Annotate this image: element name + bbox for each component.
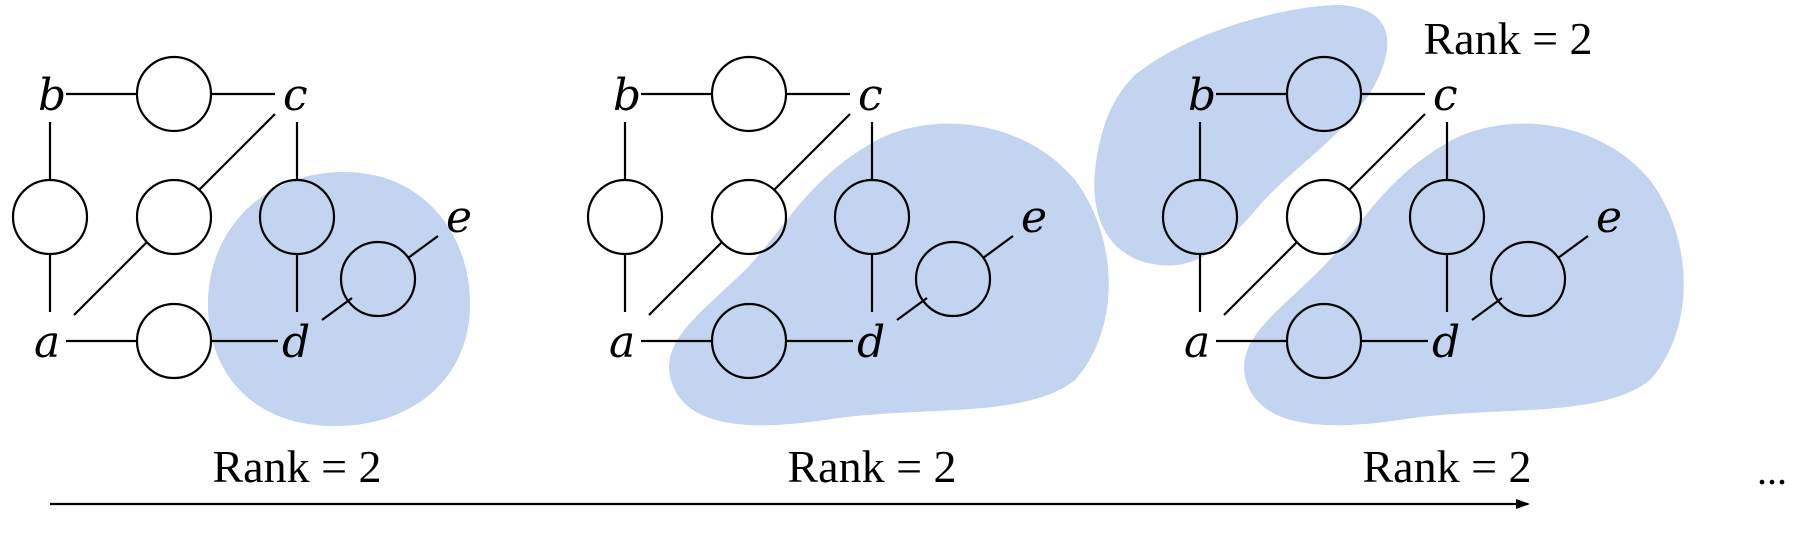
nodes xyxy=(1161,55,1567,380)
vertex-label-b: b xyxy=(1188,70,1216,121)
node xyxy=(833,178,911,256)
rank-label-panel-3-top: Rank = 2 xyxy=(1423,13,1592,64)
highlight-blob-panel2 xyxy=(669,123,1109,426)
node xyxy=(710,55,788,133)
highlight-blob-panel1 xyxy=(207,171,471,427)
node xyxy=(1489,240,1567,318)
node xyxy=(914,240,992,318)
node xyxy=(135,178,213,256)
vertex-label-e: e xyxy=(446,192,472,243)
edges xyxy=(1198,92,1589,343)
vertex-label-d: d xyxy=(282,317,310,368)
vertex-label-a: a xyxy=(1184,317,1210,368)
graph-panel-3: b c a d e Rank = 2 Rank = 2 xyxy=(1161,13,1622,492)
edges xyxy=(48,92,439,343)
vertex-label-e: e xyxy=(1596,192,1622,243)
node xyxy=(339,240,417,318)
node xyxy=(258,178,336,256)
ellipsis: ... xyxy=(1757,448,1787,493)
graph-panel-2: b c a d e Rank = 2 xyxy=(586,55,1047,492)
rank-label-panel-3: Rank = 2 xyxy=(1362,441,1531,492)
vertex-label-a: a xyxy=(34,317,60,368)
nodes xyxy=(11,55,417,380)
node xyxy=(586,178,664,256)
node xyxy=(710,178,788,256)
node xyxy=(1285,55,1363,133)
vertex-label-c: c xyxy=(858,70,883,121)
vertex-label-b: b xyxy=(38,70,66,121)
rank-label-panel-1: Rank = 2 xyxy=(212,441,381,492)
node xyxy=(135,302,213,380)
vertex-label-d: d xyxy=(1432,317,1460,368)
vertex-label-d: d xyxy=(857,317,885,368)
nodes xyxy=(586,55,992,380)
vertex-label-a: a xyxy=(609,317,635,368)
edges xyxy=(623,92,1014,343)
node xyxy=(135,55,213,133)
node xyxy=(1408,178,1486,256)
node xyxy=(11,178,89,256)
rank-label-panel-2: Rank = 2 xyxy=(787,441,956,492)
vertex-label-e: e xyxy=(1021,192,1047,243)
graph-panel-1: b c a d e Rank = 2 xyxy=(11,55,472,492)
node xyxy=(1161,178,1239,256)
vertex-label-c: c xyxy=(283,70,308,121)
node xyxy=(1285,302,1363,380)
vertex-label-c: c xyxy=(1433,70,1458,121)
highlight-blob-panel3-lower xyxy=(1244,123,1684,426)
vertex-label-b: b xyxy=(613,70,641,121)
node xyxy=(710,302,788,380)
node xyxy=(1285,178,1363,256)
